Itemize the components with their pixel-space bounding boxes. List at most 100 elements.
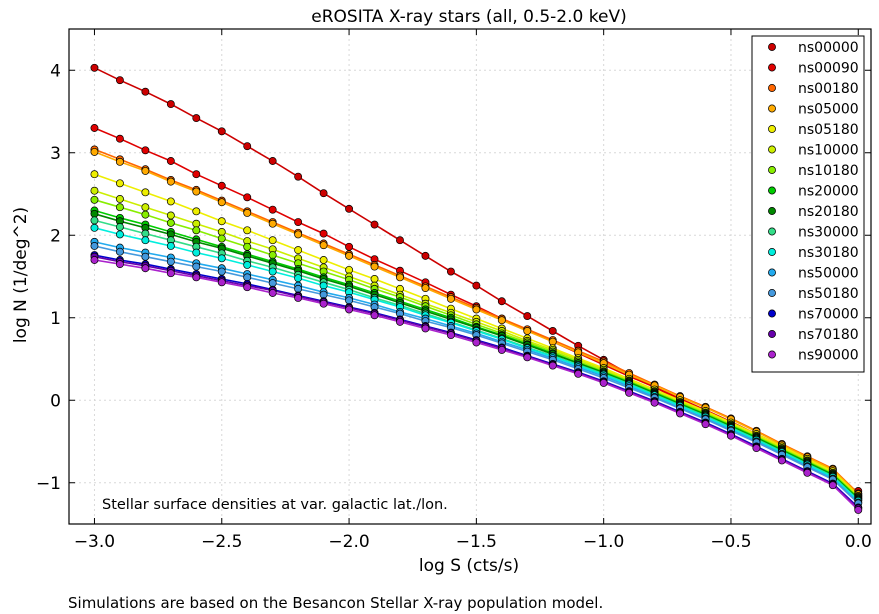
figure-caption: Simulations are based on the Besancon St… [68,594,604,612]
data-point-ns05000 [217,198,226,207]
data-point-ns05000 [90,147,99,156]
data-point-ns00000 [446,267,455,276]
data-point-ns90000 [294,294,303,302]
chart-title: eROSITA X-ray stars (all, 0.5-2.0 keV) [311,7,626,27]
data-point-ns90000 [854,506,863,514]
chart: −3.0 −2.5 −2.0 −1.5 −1.0 −0.5 0.0 −1 0 1 2 3 4 eROSI… [11,7,872,576]
legend-marker [768,166,776,174]
data-point-ns90000 [446,331,455,340]
data-point-ns50180 [192,262,201,271]
data-point-ns20180 [90,209,99,218]
data-point-ns00090 [243,193,252,202]
data-point-ns00000 [115,76,124,85]
data-point-ns30180 [166,242,175,250]
data-point-ns00000 [268,157,277,165]
data-point-ns50180 [243,273,252,282]
data-point-ns50180 [141,252,150,261]
y-tick-label: 3 [50,144,61,164]
legend-marker [768,289,776,297]
legend-label: ns70000 [798,307,859,323]
y-tick-label: −1 [36,474,61,494]
data-point-ns05180 [268,236,277,245]
data-point-ns90000 [166,269,175,278]
data-point-ns10000 [217,227,226,236]
legend-marker [768,309,776,318]
data-point-ns90000 [472,338,481,347]
legend-marker [768,330,776,338]
data-point-ns05180 [141,188,150,197]
data-point-ns10000 [115,194,124,203]
y-tick-label: 4 [50,61,61,81]
data-point-ns00000 [497,297,506,306]
data-point-ns05180 [294,246,303,255]
data-point-ns90000 [650,398,659,407]
legend-label: ns05180 [798,122,859,138]
data-point-ns00000 [523,312,532,321]
data-point-ns00000 [472,281,481,290]
legend-label: ns10180 [798,163,859,179]
data-point-ns10180 [115,203,124,212]
data-point-ns90000 [370,311,379,320]
data-point-ns90000 [701,420,710,429]
data-point-ns05000 [523,327,532,335]
y-tick-label: 1 [50,309,61,329]
legend-marker [768,63,776,72]
legend-marker [768,145,776,154]
axis-ticks: −3.0 −2.5 −2.0 −1.5 −1.0 −0.5 0.0 −1 0 1 2 3 4 [36,29,872,552]
data-point-ns90000 [676,409,684,418]
chart-annotation: Stellar surface densities at var. galact… [102,497,448,513]
legend-marker [768,43,776,51]
data-point-ns00000 [90,63,99,72]
x-axis-label: log S (cts/s) [419,556,519,576]
legend-label: ns50180 [798,286,859,302]
data-point-ns30180 [294,274,303,283]
data-point-ns05180 [115,179,124,188]
data-point-ns00000 [243,142,252,151]
data-point-ns90000 [777,456,786,465]
data-point-ns90000 [396,317,404,326]
series-points [90,63,863,514]
data-point-ns00090 [319,229,328,238]
data-point-ns90000 [625,388,634,397]
data-point-ns05000 [141,166,150,175]
data-point-ns05000 [497,316,506,325]
legend-label: ns20000 [798,184,859,200]
data-point-ns00000 [421,251,430,260]
data-point-ns90000 [727,431,735,440]
data-point-ns10180 [141,210,150,219]
data-point-ns90000 [217,278,226,287]
legend-marker [768,125,776,133]
data-point-ns90000 [90,256,99,264]
data-point-ns10180 [166,218,175,227]
data-point-ns30180 [319,281,328,290]
data-point-ns00000 [548,327,557,335]
data-point-ns00090 [217,181,226,190]
data-point-ns05000 [345,251,354,260]
data-point-ns90000 [421,324,430,333]
data-point-ns10000 [141,203,150,212]
data-point-ns30000 [90,216,99,225]
data-point-ns00000 [217,127,226,136]
data-point-ns05180 [319,256,328,264]
x-tick-label: −0.5 [710,532,751,552]
data-point-ns90000 [523,353,532,362]
data-point-ns05000 [548,337,557,346]
data-point-ns00000 [294,172,303,181]
legend-label: ns10000 [798,143,859,159]
x-tick-label: −1.5 [456,532,497,552]
data-point-ns00090 [345,242,354,251]
data-point-ns00090 [192,170,201,179]
data-point-ns00000 [192,114,201,123]
legend-label: ns30000 [798,225,859,241]
data-point-ns00090 [268,205,277,214]
data-point-ns90000 [803,468,812,477]
data-point-ns00000 [319,189,328,198]
legend-label: ns20180 [798,204,859,220]
data-point-ns30180 [115,230,124,239]
legend-label: ns00180 [798,81,859,97]
data-point-ns90000 [243,283,252,292]
legend-marker [768,227,776,236]
plot-frame [68,28,872,525]
data-point-ns05000 [192,187,201,196]
data-point-ns30180 [192,248,201,257]
